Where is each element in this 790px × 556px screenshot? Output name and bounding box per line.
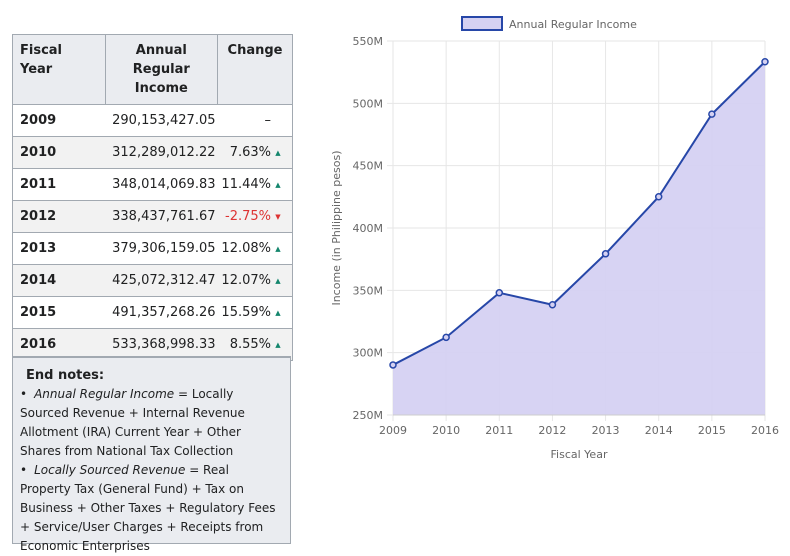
- change-value: 15.59%: [221, 305, 271, 320]
- cell-income: 491,357,268.26: [105, 296, 218, 329]
- cell-change: 12.07% ▲: [217, 264, 293, 297]
- cell-year: 2013: [12, 232, 106, 265]
- cell-change: 12.08% ▲: [217, 232, 293, 265]
- income-chart: 250M 300M 350M 400M 450M 500M 550M 2009 2010 2011…: [300, 0, 790, 554]
- table-row: 2016 533,368,998.33 8.55% ▲: [12, 328, 293, 361]
- series-area-fill: [393, 61, 765, 416]
- cell-change: –: [217, 104, 293, 137]
- bullet-icon: •: [20, 463, 28, 477]
- change-value: 7.63%: [229, 145, 271, 160]
- data-point: [442, 333, 450, 342]
- change-value: 12.08%: [221, 241, 271, 256]
- chart-svg: 250M 300M 350M 400M 450M 500M 550M 2009 2010 2011…: [330, 16, 779, 461]
- y-tick-label: 550M: [353, 35, 384, 48]
- data-point: [601, 250, 610, 258]
- end-note-2-term: Locally Sourced Revenue: [34, 463, 186, 477]
- cell-income: 338,437,761.67: [105, 200, 218, 233]
- series-line: [392, 61, 766, 366]
- table-row: 2015 491,357,268.26 15.59% ▲: [12, 296, 293, 329]
- cell-year: 2015: [12, 296, 106, 329]
- x-tick-label: 2013: [592, 424, 620, 437]
- cell-change: 8.55% ▲: [217, 328, 293, 361]
- decrease-arrow-icon: ▼: [275, 212, 281, 221]
- x-tick-label: 2016: [751, 424, 779, 437]
- cell-year: 2010: [12, 136, 106, 169]
- end-note-2-definition: = Real Property Tax (General Fund) + Tax…: [20, 463, 276, 553]
- y-tick-label: 250M: [353, 409, 384, 422]
- data-point: [708, 110, 716, 118]
- header-annual-regular-income: Annual Regular Income: [104, 34, 219, 105]
- data-point: [495, 289, 504, 297]
- x-tick-label: 2014: [645, 424, 673, 437]
- table-row: 2013 379,306,159.05 12.08% ▲: [12, 232, 293, 265]
- change-value: 12.07%: [221, 273, 271, 288]
- cell-change: -2.75% ▼: [217, 200, 293, 233]
- end-notes-box: End notes: • Annual Regular Income = Loca…: [12, 356, 291, 553]
- table-row: 2010 312,289,012.22 7.63% ▲: [12, 136, 293, 169]
- legend-label: Annual Regular Income: [509, 18, 637, 31]
- table-row: 2012 338,437,761.67 -2.75% ▼: [12, 200, 293, 233]
- cell-year: 2009: [12, 104, 106, 137]
- cell-income: 348,014,069.83: [105, 168, 218, 201]
- income-table: Fiscal Year Annual Regular Income Change…: [12, 34, 293, 361]
- change-value: -2.75%: [225, 209, 271, 224]
- y-axis-title: Income (in Philippine pesos): [330, 150, 343, 305]
- change-value: 11.44%: [221, 177, 271, 192]
- increase-arrow-icon: ▲: [275, 244, 281, 253]
- end-note-2: • Locally Sourced Revenue = Real Property…: [20, 461, 283, 556]
- table-body: 2009 290,153,427.05–2010 312,289,012.22 7.6…: [12, 104, 293, 361]
- end-notes-title: End notes:: [26, 368, 105, 383]
- header-change: Change: [217, 34, 293, 105]
- cell-year: 2012: [12, 200, 106, 233]
- end-note-1-term: Annual Regular Income: [34, 387, 175, 401]
- y-tick-label: 450M: [353, 160, 384, 173]
- increase-arrow-icon: ▲: [275, 308, 281, 317]
- cell-year: 2014: [12, 264, 106, 297]
- cell-income: 425,072,312.47: [105, 264, 218, 297]
- x-tick-label: 2009: [379, 424, 407, 437]
- cell-income: 290,153,427.05: [105, 104, 218, 137]
- increase-arrow-icon: ▲: [275, 148, 281, 157]
- increase-arrow-icon: ▲: [275, 340, 281, 349]
- legend-swatch: [461, 16, 503, 31]
- table-header-row: Fiscal Year Annual Regular Income Change: [12, 34, 293, 105]
- table-row: 2009 290,153,427.05 –: [12, 104, 293, 137]
- cell-income: 379,306,159.05: [105, 232, 218, 265]
- increase-arrow-icon: ▲: [275, 180, 281, 189]
- y-tick-label: 400M: [353, 222, 384, 235]
- end-note-1-definition: = Locally Sourced Revenue + Internal Rev…: [20, 387, 245, 458]
- x-tick-label: 2015: [698, 424, 726, 437]
- increase-arrow-icon: ▲: [275, 276, 281, 285]
- change-value: –: [264, 113, 272, 128]
- x-tick-label: 2012: [538, 424, 566, 437]
- cell-year: 2016: [12, 328, 106, 361]
- cell-change: 11.44% ▲: [217, 168, 293, 201]
- x-tick-label: 2011: [485, 424, 513, 437]
- cell-income: 533,368,998.33: [105, 328, 218, 361]
- end-note-1: • Annual Regular Income = Locally Sourced…: [20, 385, 283, 461]
- cell-change: 15.59% ▲: [217, 296, 293, 329]
- y-tick-label: 500M: [353, 97, 384, 110]
- y-tick-label: 350M: [353, 284, 384, 297]
- bullet-icon: •: [20, 387, 28, 401]
- data-point: [548, 300, 557, 309]
- x-tick-label: 2010: [432, 424, 460, 437]
- data-point: [389, 361, 397, 369]
- y-tick-label: 300M: [353, 347, 384, 360]
- data-point: [761, 57, 769, 66]
- cell-change: 7.63% ▲: [217, 136, 293, 169]
- table-row: 2011 348,014,069.83 11.44% ▲: [12, 168, 293, 201]
- change-value: 8.55%: [229, 337, 271, 352]
- header-fiscal-year: Fiscal Year: [12, 34, 106, 105]
- table-row: 2014 425,072,312.47 12.07% ▲: [12, 264, 293, 297]
- cell-year: 2011: [12, 168, 106, 201]
- x-axis-title: Fiscal Year: [551, 448, 608, 461]
- data-point: [654, 192, 663, 201]
- cell-income: 312,289,012.22: [105, 136, 218, 169]
